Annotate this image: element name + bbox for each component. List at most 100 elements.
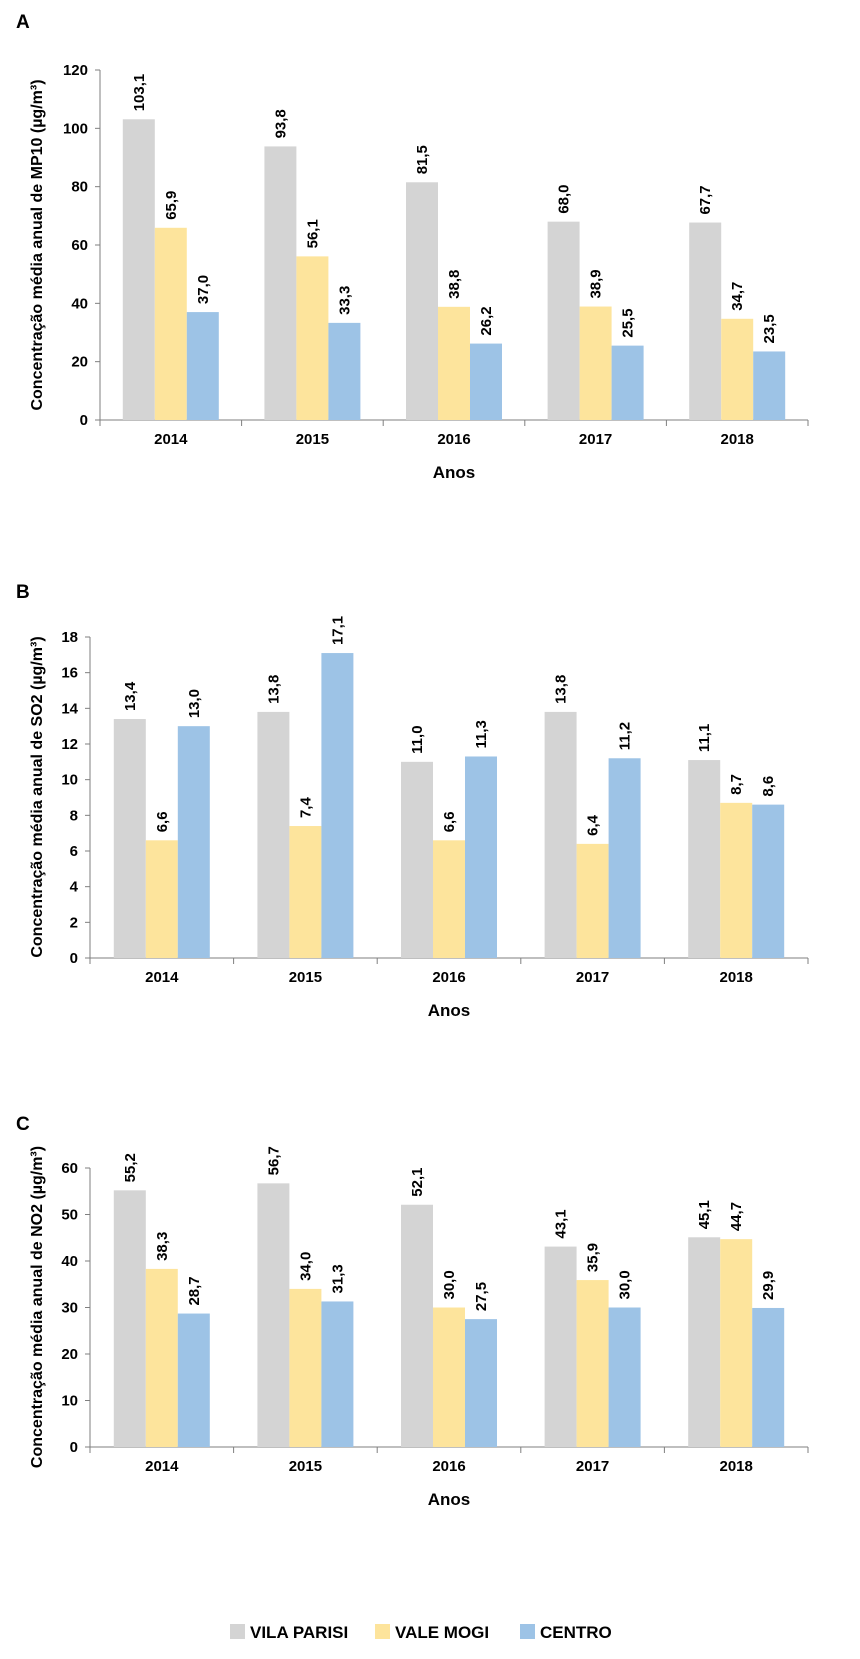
data-label: 65,9 [163, 191, 180, 220]
bar [433, 840, 465, 958]
y-tick-label: 80 [71, 179, 88, 196]
data-label: 13,8 [265, 675, 282, 704]
y-tick-label: 50 [61, 1207, 78, 1224]
panel-label-B: B [16, 582, 30, 603]
bar [438, 306, 470, 420]
panel-label-C: C [16, 1114, 30, 1135]
bar [321, 1301, 354, 1447]
data-label: 33,3 [336, 286, 353, 315]
bar [401, 761, 433, 958]
data-label: 27,5 [473, 1282, 490, 1311]
bar [608, 758, 641, 958]
bar [433, 1307, 465, 1447]
x-tick-label: 2018 [721, 431, 754, 448]
bar [177, 1313, 210, 1447]
bar [611, 345, 644, 420]
data-label: 8,7 [728, 774, 745, 795]
bar [689, 222, 722, 420]
y-tick-label: 0 [70, 950, 78, 967]
bar [720, 1239, 753, 1447]
bar [579, 306, 612, 420]
data-label: 6,6 [154, 811, 171, 832]
bar [576, 843, 609, 958]
bar [257, 711, 290, 958]
legend-swatch [375, 1624, 390, 1639]
y-tick-label: 16 [61, 665, 78, 682]
y-tick-label: 6 [70, 843, 78, 860]
bar [753, 351, 786, 420]
legend-label: VALE MOGI [395, 1623, 489, 1642]
bar [145, 840, 178, 958]
data-label: 45,1 [696, 1200, 713, 1229]
data-label: 44,7 [728, 1202, 745, 1231]
y-tick-label: 20 [71, 354, 88, 371]
y-axis-title: Concentração média anual de SO2 (µg/m³) [29, 636, 46, 957]
bar [688, 1237, 721, 1447]
y-tick-label: 100 [63, 120, 88, 137]
data-label: 25,5 [620, 308, 637, 337]
legend-label: VILA PARISI [250, 1623, 348, 1642]
data-label: 43,1 [553, 1209, 570, 1238]
panel-label-A: A [16, 12, 30, 33]
y-tick-label: 20 [61, 1346, 78, 1363]
y-tick-label: 0 [70, 1439, 78, 1456]
data-label: 28,7 [186, 1276, 203, 1305]
data-label: 56,7 [265, 1146, 282, 1175]
x-tick-label: 2016 [437, 431, 470, 448]
bar [721, 318, 754, 420]
x-tick-label: 2016 [432, 969, 465, 986]
data-label: 6,4 [585, 814, 602, 836]
bar [186, 312, 219, 420]
x-tick-label: 2018 [720, 969, 753, 986]
bar [289, 826, 322, 958]
data-label: 38,9 [588, 269, 605, 298]
bar [289, 1288, 322, 1447]
x-tick-label: 2015 [289, 1458, 322, 1475]
data-label: 11,0 [409, 725, 426, 753]
bar [406, 182, 438, 420]
data-label: 13,0 [186, 689, 203, 718]
data-label: 17,1 [329, 616, 346, 645]
bar [544, 1246, 577, 1447]
bar [177, 726, 210, 958]
y-tick-label: 30 [61, 1300, 78, 1317]
y-tick-label: 40 [71, 295, 88, 312]
bar [547, 221, 580, 420]
bar [544, 711, 577, 958]
bar [608, 1307, 641, 1447]
data-label: 38,3 [154, 1232, 171, 1261]
bar [752, 804, 785, 958]
data-label: 8,6 [760, 776, 777, 797]
legend-swatch [230, 1624, 245, 1639]
bar [688, 760, 721, 958]
x-tick-label: 2017 [576, 1458, 609, 1475]
bar [113, 719, 146, 958]
data-label: 52,1 [409, 1168, 426, 1197]
x-tick-label: 2017 [576, 969, 609, 986]
data-label: 7,4 [297, 797, 314, 819]
data-label: 6,6 [441, 811, 458, 832]
y-tick-label: 8 [70, 807, 78, 824]
data-label: 81,5 [414, 145, 431, 174]
data-label: 11,1 [696, 724, 713, 752]
x-axis-title: Anos [428, 1001, 471, 1020]
bar [296, 256, 329, 420]
legend-label: CENTRO [540, 1623, 612, 1642]
data-label: 34,7 [729, 282, 746, 311]
bar [465, 756, 497, 958]
x-tick-label: 2017 [579, 431, 612, 448]
bar [154, 227, 187, 420]
y-tick-label: 10 [61, 1393, 78, 1410]
data-label: 30,0 [441, 1270, 458, 1299]
x-tick-label: 2014 [154, 431, 188, 448]
data-label: 11,3 [473, 720, 490, 748]
data-label: 103,1 [131, 74, 148, 112]
x-tick-label: 2015 [296, 431, 329, 448]
bar [576, 1280, 609, 1447]
bar [145, 1268, 178, 1447]
y-tick-label: 2 [70, 914, 78, 931]
bar [122, 119, 155, 421]
y-tick-label: 4 [70, 879, 79, 896]
data-label: 13,4 [122, 681, 139, 711]
